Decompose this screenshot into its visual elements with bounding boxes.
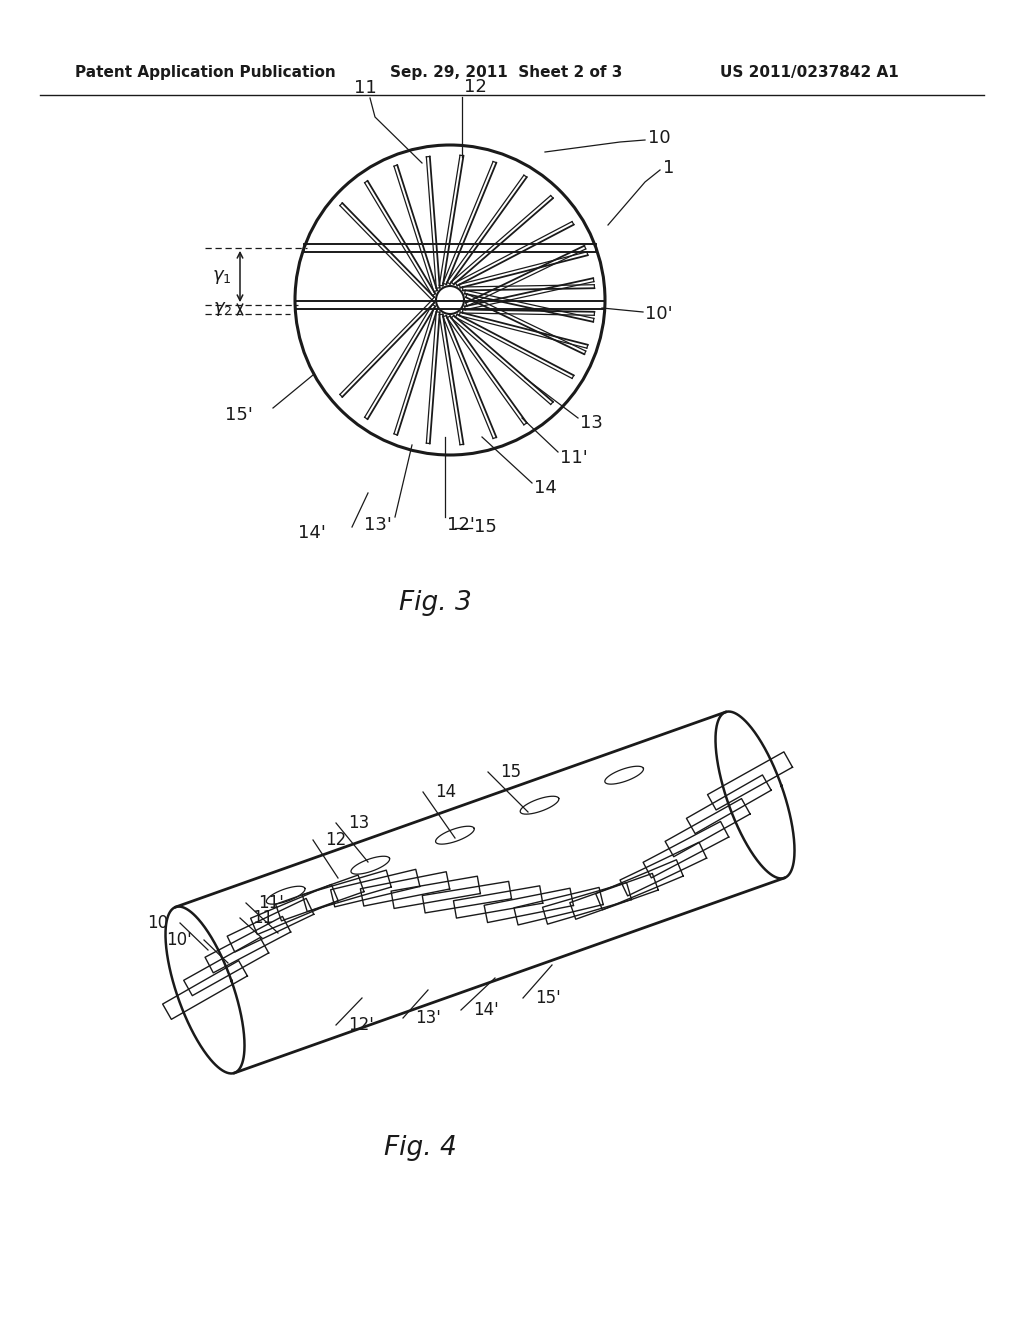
Text: Fig. 3: Fig. 3: [398, 590, 471, 616]
Text: 10': 10': [645, 305, 673, 323]
Text: 15': 15': [225, 407, 253, 424]
Text: 11: 11: [252, 909, 273, 927]
Text: 12': 12': [447, 516, 475, 535]
Text: 13': 13': [415, 1008, 441, 1027]
Text: 14: 14: [435, 783, 456, 801]
Text: 13': 13': [365, 516, 392, 535]
Text: 15': 15': [535, 989, 561, 1007]
Text: 11': 11': [560, 449, 588, 467]
Text: 1: 1: [663, 158, 675, 177]
Text: 13: 13: [580, 414, 603, 432]
Text: Sep. 29, 2011  Sheet 2 of 3: Sep. 29, 2011 Sheet 2 of 3: [390, 65, 623, 79]
Text: 13: 13: [348, 814, 370, 832]
Text: 15: 15: [500, 763, 521, 781]
Text: 10: 10: [146, 913, 168, 932]
Text: 15: 15: [474, 517, 497, 536]
Bar: [295, 301, 605, 309]
Text: 12: 12: [325, 832, 346, 849]
Text: 14': 14': [473, 1001, 499, 1019]
Text: $\gamma_1$: $\gamma_1$: [212, 268, 232, 285]
Text: 11': 11': [258, 894, 284, 912]
Text: Fig. 4: Fig. 4: [384, 1135, 457, 1162]
Text: Patent Application Publication: Patent Application Publication: [75, 65, 336, 79]
Bar: [304, 244, 596, 252]
Text: 10': 10': [166, 931, 193, 949]
Text: 14: 14: [534, 479, 557, 498]
Text: $\gamma_2$: $\gamma_2$: [213, 301, 232, 318]
Text: 10: 10: [648, 129, 671, 147]
Text: 12': 12': [348, 1016, 374, 1034]
Text: 11: 11: [354, 79, 377, 96]
Text: 14': 14': [298, 524, 326, 543]
Text: US 2011/0237842 A1: US 2011/0237842 A1: [720, 65, 899, 79]
Text: 12: 12: [464, 78, 486, 96]
